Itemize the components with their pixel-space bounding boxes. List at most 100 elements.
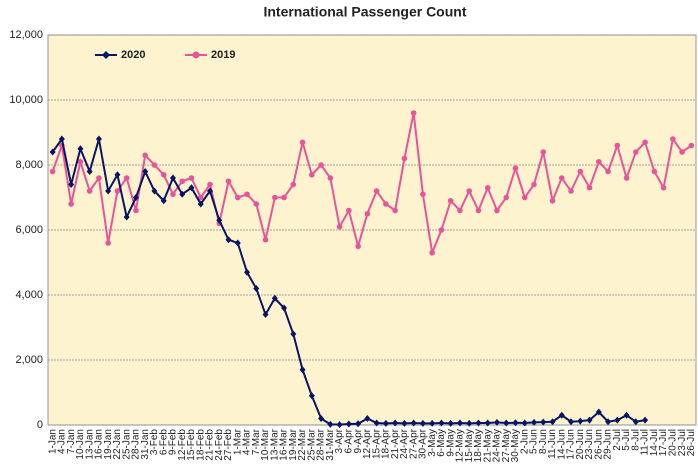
data-point (309, 171, 315, 178)
data-point (327, 175, 334, 181)
x-tick-label: 21-May (482, 429, 493, 462)
data-point (392, 419, 399, 427)
x-tick-label: 10-Mar (260, 428, 271, 460)
x-tick-label: 19-Mar (288, 428, 299, 460)
x-tick-label: 22-Jan (112, 429, 123, 460)
data-point (244, 268, 251, 276)
y-tick-label: 2,000 (15, 354, 43, 366)
data-point (299, 366, 306, 374)
x-tick-label: 8-Jun (538, 429, 549, 454)
data-point (549, 197, 556, 204)
x-tick-label: 27-Feb (223, 429, 234, 461)
data-point (568, 188, 574, 194)
x-tick-label: 23-Jun (584, 429, 595, 460)
data-point (86, 188, 93, 194)
data-point (475, 419, 482, 427)
data-point (346, 207, 352, 214)
x-tick-label: 5-Jul (621, 429, 632, 451)
x-tick-label: 9-Feb (168, 429, 179, 456)
data-point (512, 165, 519, 172)
data-point (123, 175, 130, 181)
x-tick-label: 16-Mar (279, 428, 290, 460)
x-tick-label: 13-Mar (269, 428, 280, 460)
y-tick-label: 12,000 (9, 29, 43, 41)
x-tick-label: 14-Jun (556, 429, 567, 460)
data-point (633, 149, 639, 155)
x-tick-label: 10-Jan (75, 429, 86, 460)
data-point (651, 168, 658, 175)
legend-label: 2020 (121, 49, 145, 61)
x-tick-label: 25-Mar (306, 428, 317, 460)
data-point (197, 200, 204, 208)
x-tick-label: 30-Apr (418, 428, 429, 459)
data-point (429, 249, 435, 256)
x-tick-label: 18-Apr (381, 428, 392, 459)
data-point (466, 419, 473, 427)
y-tick-label: 8,000 (15, 159, 43, 171)
x-tick-label: 26-Jun (593, 429, 604, 460)
data-point (160, 171, 167, 178)
data-point (105, 187, 112, 195)
data-point (271, 294, 278, 302)
x-tick-label: 20-Jun (575, 429, 586, 460)
data-point (642, 416, 649, 424)
data-point (133, 207, 139, 214)
x-tick-label: 22-Mar (297, 428, 308, 460)
data-point (225, 236, 232, 244)
x-tick-label: 2-Jun (519, 429, 530, 454)
data-point (670, 136, 676, 142)
x-tick-label: 3-May (427, 429, 438, 457)
data-point (308, 392, 315, 400)
data-point (512, 419, 519, 427)
x-tick-label: 3-Feb (149, 429, 160, 456)
x-tick-label: 30-May (510, 429, 521, 462)
data-point (327, 420, 334, 428)
x-tick-label: 8-Jul (630, 429, 641, 451)
data-point (577, 417, 584, 425)
x-tick-label: 11-Jul (640, 429, 651, 456)
data-point (262, 236, 269, 243)
x-tick-label: 6-Apr (343, 428, 354, 453)
data-point (595, 408, 602, 416)
data-point (234, 194, 241, 201)
data-point (96, 175, 102, 181)
data-point (151, 162, 158, 168)
data-point (355, 420, 362, 428)
data-point (540, 149, 547, 155)
data-point (484, 184, 491, 191)
data-point (503, 194, 510, 201)
x-tick-label: 24-May (492, 429, 503, 462)
data-point (132, 194, 139, 201)
x-tick-label: 12-Feb (177, 429, 188, 461)
x-tick-label: 14-Jul (649, 429, 660, 456)
data-point (336, 421, 343, 429)
x-tick-label: 11-Jun (547, 429, 558, 459)
data-point (410, 419, 417, 427)
data-point (447, 419, 454, 427)
x-tick-label: 15-Apr (371, 428, 382, 459)
x-tick-label: 21-Apr (390, 428, 401, 459)
data-point (614, 142, 621, 149)
x-tick-label: 19-Jan (103, 429, 114, 460)
data-point (68, 201, 74, 207)
data-point (596, 158, 602, 165)
data-point (383, 201, 389, 207)
x-tick-label: 17-Jun (566, 429, 577, 460)
x-tick-label: 16-Jan (94, 429, 105, 460)
x-tick-label: 7-Mar (251, 428, 262, 455)
data-point (401, 155, 408, 162)
data-point (438, 227, 445, 233)
data-point (318, 162, 324, 168)
data-point (531, 418, 537, 426)
x-tick-label: 24-Apr (399, 428, 410, 459)
data-point (188, 175, 195, 181)
data-point (558, 411, 565, 419)
data-point (234, 239, 241, 247)
data-point (318, 415, 325, 422)
data-point (281, 194, 287, 201)
chart-title: International Passenger Count (263, 4, 466, 20)
data-point (262, 311, 269, 318)
data-point (642, 139, 648, 146)
data-point (142, 152, 148, 159)
data-point (142, 168, 149, 175)
